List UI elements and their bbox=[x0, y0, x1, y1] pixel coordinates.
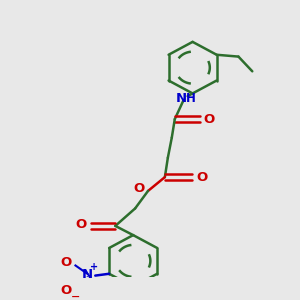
Text: O: O bbox=[75, 218, 86, 231]
Text: N: N bbox=[176, 92, 187, 104]
Text: O: O bbox=[134, 182, 145, 195]
Text: +: + bbox=[90, 262, 98, 272]
Text: O: O bbox=[60, 256, 71, 269]
Text: −: − bbox=[71, 292, 80, 300]
Text: N: N bbox=[82, 268, 93, 281]
Text: H: H bbox=[186, 92, 196, 104]
Text: O: O bbox=[196, 171, 207, 184]
Text: O: O bbox=[204, 113, 215, 126]
Text: O: O bbox=[60, 284, 71, 297]
